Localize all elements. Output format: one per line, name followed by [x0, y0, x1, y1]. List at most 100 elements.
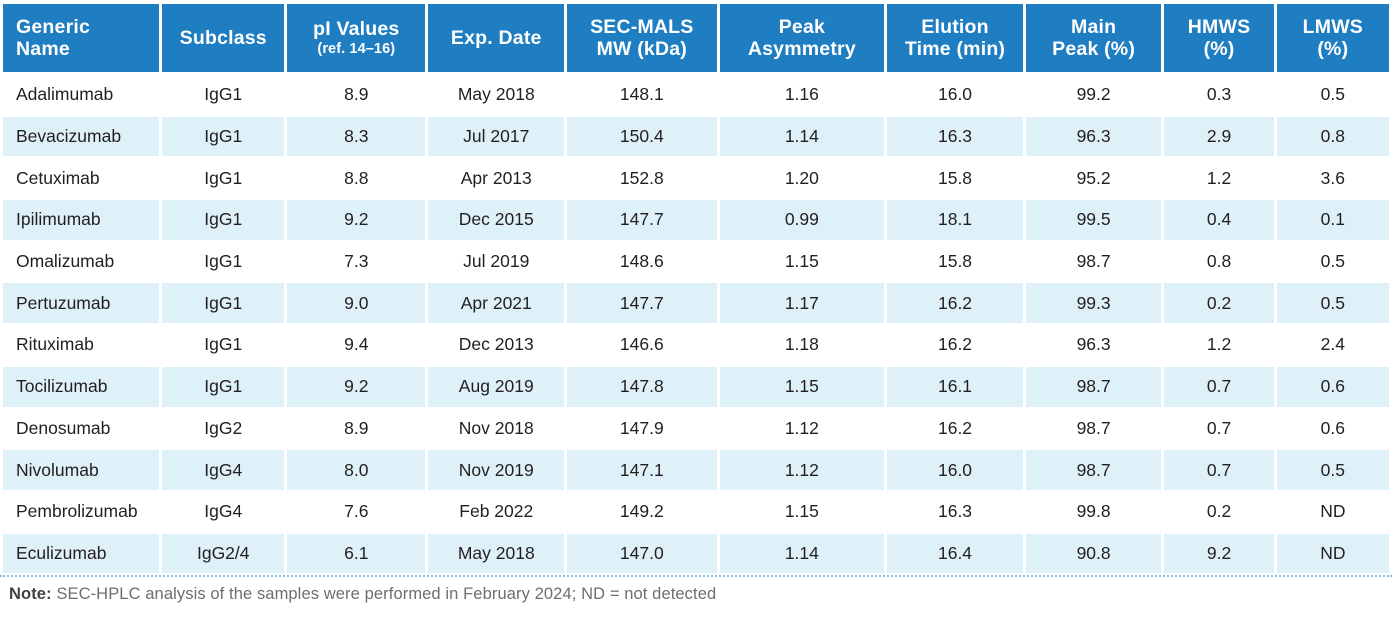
cell-generic-name: Ipilimumab	[3, 200, 163, 242]
col-header-hmws: HMWS (%)	[1164, 4, 1277, 75]
cell-subclass: IgG4	[162, 450, 288, 492]
cell-hmws: 1.2	[1164, 325, 1277, 367]
cell-elution-time: 16.0	[887, 75, 1026, 117]
col-header-elution-time: Elution Time (min)	[887, 4, 1026, 75]
col-header-label: Main Peak (%)	[1052, 15, 1136, 60]
cell-sec-mals-mw: 149.2	[567, 491, 720, 534]
cell-generic-name: Pertuzumab	[3, 283, 163, 326]
cell-lmws: 0.8	[1276, 116, 1389, 159]
cell-peak-asymmetry: 1.15	[719, 491, 888, 534]
table-row: Cetuximab IgG1 8.8 Apr 2013 152.8 1.20 1…	[3, 158, 1389, 201]
cell-subclass: IgG1	[162, 158, 288, 201]
table-row: Rituximab IgG1 9.4 Dec 2013 146.6 1.18 1…	[3, 325, 1389, 367]
cell-generic-name: Nivolumab	[3, 450, 163, 492]
cell-exp-date: Apr 2021	[428, 283, 568, 326]
cell-pi-value: 7.6	[287, 491, 429, 534]
cell-lmws: ND	[1276, 533, 1389, 576]
table-row: Nivolumab IgG4 8.0 Nov 2019 147.1 1.12 1…	[3, 450, 1389, 492]
cell-elution-time: 15.8	[887, 241, 1026, 284]
cell-lmws: 0.5	[1276, 450, 1389, 492]
cell-lmws: 0.5	[1276, 241, 1389, 284]
cell-subclass: IgG2	[162, 408, 288, 451]
cell-subclass: IgG2/4	[162, 533, 288, 576]
cell-sec-mals-mw: 150.4	[567, 116, 720, 159]
cell-generic-name: Tocilizumab	[3, 366, 163, 409]
cell-lmws: 3.6	[1276, 158, 1389, 201]
cell-main-peak: 99.3	[1025, 283, 1165, 326]
cell-hmws: 0.7	[1164, 366, 1277, 409]
cell-main-peak: 98.7	[1025, 366, 1165, 409]
cell-peak-asymmetry: 1.15	[719, 366, 888, 409]
cell-pi-value: 9.4	[287, 325, 429, 367]
cell-exp-date: Nov 2018	[428, 408, 568, 451]
cell-hmws: 9.2	[1164, 533, 1277, 576]
cell-generic-name: Omalizumab	[3, 241, 163, 284]
cell-elution-time: 16.4	[887, 533, 1026, 576]
cell-subclass: IgG1	[162, 325, 288, 367]
cell-lmws: 0.6	[1276, 366, 1389, 409]
cell-elution-time: 15.8	[887, 158, 1026, 201]
cell-elution-time: 16.3	[887, 116, 1026, 159]
cell-elution-time: 16.3	[887, 491, 1026, 534]
cell-peak-asymmetry: 1.16	[719, 75, 888, 117]
col-header-lmws: LMWS (%)	[1276, 4, 1389, 75]
dotted-divider	[0, 575, 1392, 578]
cell-elution-time: 18.1	[887, 200, 1026, 242]
table-row: Tocilizumab IgG1 9.2 Aug 2019 147.8 1.15…	[3, 366, 1389, 409]
table-row: Adalimumab IgG1 8.9 May 2018 148.1 1.16 …	[3, 75, 1389, 117]
cell-sec-mals-mw: 148.6	[567, 241, 720, 284]
cell-sec-mals-mw: 147.0	[567, 533, 720, 576]
cell-hmws: 1.2	[1164, 158, 1277, 201]
cell-lmws: 2.4	[1276, 325, 1389, 367]
cell-elution-time: 16.2	[887, 408, 1026, 451]
cell-main-peak: 98.7	[1025, 241, 1165, 284]
table-row: Denosumab IgG2 8.9 Nov 2018 147.9 1.12 1…	[3, 408, 1389, 451]
cell-generic-name: Pembrolizumab	[3, 491, 163, 534]
cell-exp-date: Nov 2019	[428, 450, 568, 492]
cell-elution-time: 16.2	[887, 283, 1026, 326]
cell-exp-date: Jul 2017	[428, 116, 568, 159]
col-header-label: pI Values	[313, 18, 400, 41]
col-header-generic-name: Generic Name	[3, 4, 163, 75]
col-header-subclass: Subclass	[162, 4, 288, 75]
col-header-sec-mals-mw: SEC-MALS MW (kDa)	[567, 4, 720, 75]
col-header-label: Peak Asymmetry	[747, 15, 856, 60]
footnote-label: Note:	[9, 585, 52, 604]
cell-subclass: IgG1	[162, 366, 288, 409]
cell-hmws: 0.4	[1164, 200, 1277, 242]
cell-hmws: 0.7	[1164, 450, 1277, 492]
cell-pi-value: 6.1	[287, 533, 429, 576]
table-row: Pertuzumab IgG1 9.0 Apr 2021 147.7 1.17 …	[3, 283, 1389, 326]
cell-generic-name: Eculizumab	[3, 533, 163, 576]
col-header-label: Elution Time (min)	[904, 15, 1006, 60]
col-header-label: LMWS (%)	[1302, 15, 1364, 60]
cell-peak-asymmetry: 1.20	[719, 158, 888, 201]
cell-main-peak: 99.2	[1025, 75, 1165, 117]
cell-generic-name: Rituximab	[3, 325, 163, 367]
cell-lmws: 0.5	[1276, 283, 1389, 326]
cell-sec-mals-mw: 147.7	[567, 283, 720, 326]
cell-peak-asymmetry: 1.12	[719, 450, 888, 492]
cell-sec-mals-mw: 147.9	[567, 408, 720, 451]
header-row: Generic Name Subclass pI Values (ref. 14…	[3, 4, 1389, 75]
table-row: Omalizumab IgG1 7.3 Jul 2019 148.6 1.15 …	[3, 241, 1389, 284]
cell-exp-date: May 2018	[428, 533, 568, 576]
cell-pi-value: 8.9	[287, 75, 429, 117]
cell-peak-asymmetry: 1.14	[719, 533, 888, 576]
cell-subclass: IgG1	[162, 116, 288, 159]
cell-exp-date: Apr 2013	[428, 158, 568, 201]
cell-hmws: 2.9	[1164, 116, 1277, 159]
cell-hmws: 0.7	[1164, 408, 1277, 451]
col-header-main-peak: Main Peak (%)	[1025, 4, 1165, 75]
col-header-label: SEC-MALS MW (kDa)	[590, 15, 694, 60]
cell-hmws: 0.2	[1164, 283, 1277, 326]
col-header-pi-values: pI Values (ref. 14–16)	[287, 4, 429, 75]
col-header-peak-asymmetry: Peak Asymmetry	[719, 4, 888, 75]
table-row: Eculizumab IgG2/4 6.1 May 2018 147.0 1.1…	[3, 533, 1389, 576]
cell-lmws: 0.6	[1276, 408, 1389, 451]
col-header-label: Generic Name	[16, 15, 91, 60]
cell-hmws: 0.2	[1164, 491, 1277, 534]
cell-peak-asymmetry: 1.14	[719, 116, 888, 159]
cell-lmws: ND	[1276, 491, 1389, 534]
cell-peak-asymmetry: 1.15	[719, 241, 888, 284]
